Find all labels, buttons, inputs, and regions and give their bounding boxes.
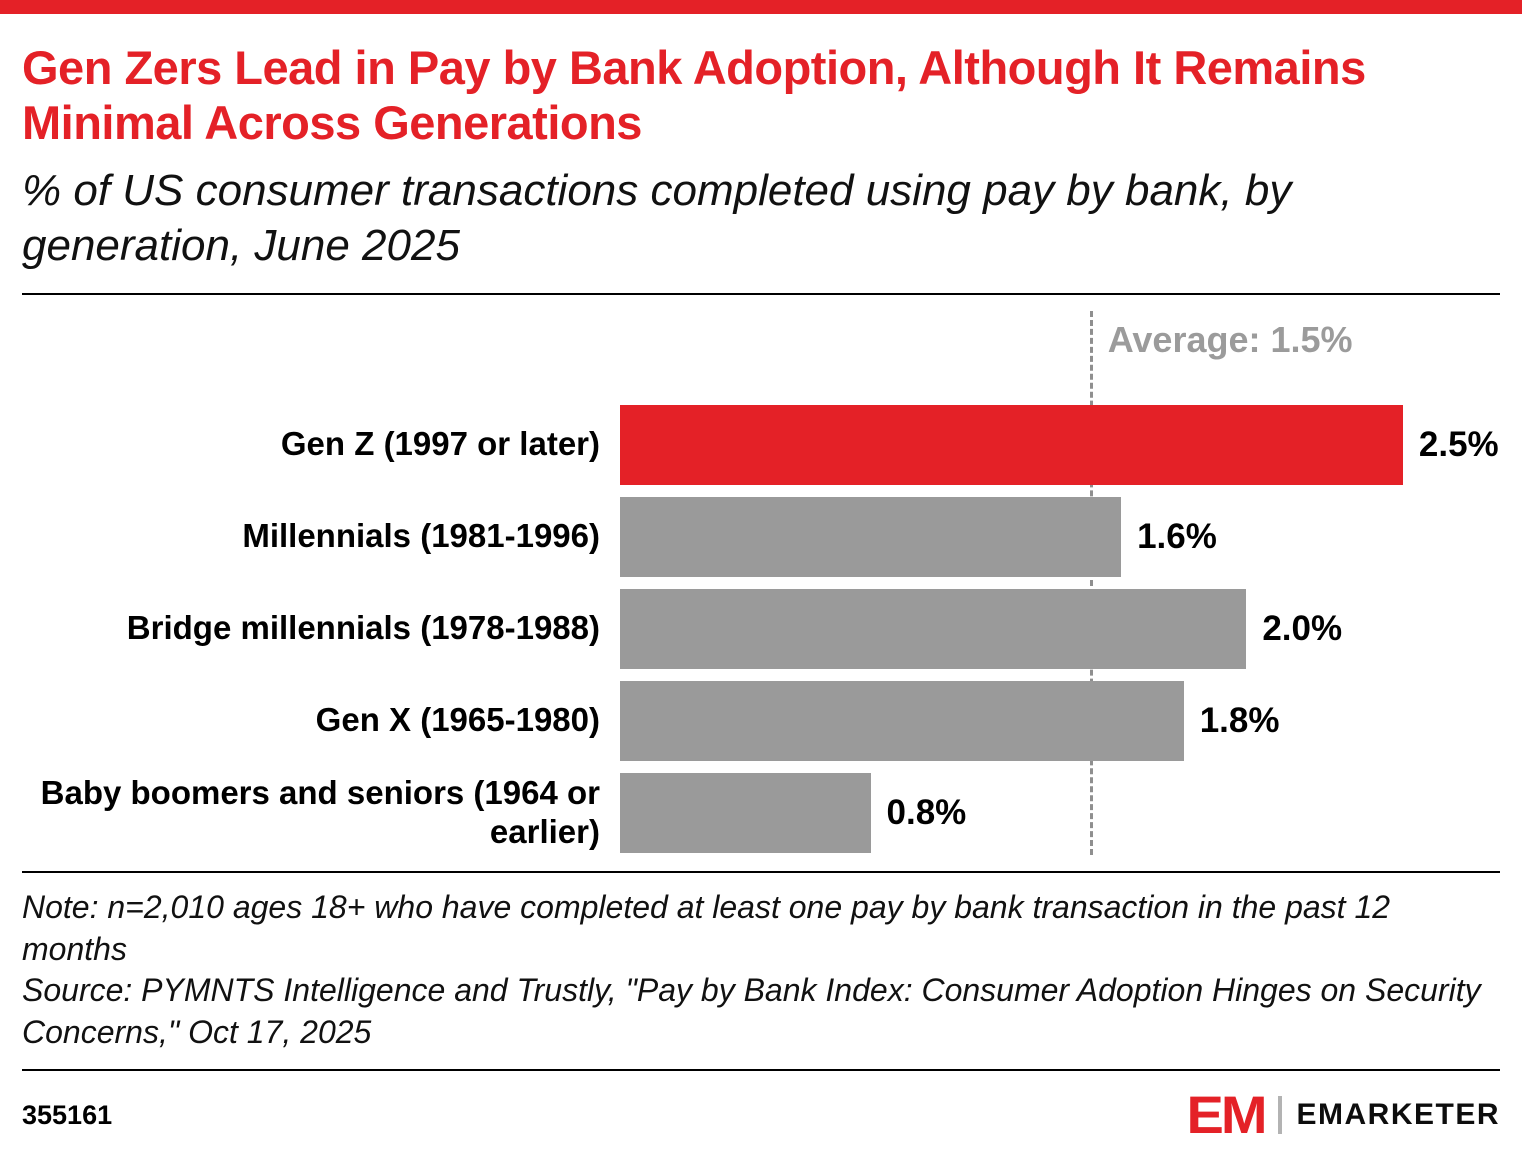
footer: 355161 EM EMARKETER [22, 1071, 1500, 1153]
bar-rows: Gen Z (1997 or later) 2.5% Millennials (… [22, 309, 1500, 853]
value-label: 2.0% [1262, 608, 1343, 648]
bar-zone: 1.6% [620, 496, 1500, 577]
top-accent-stripe [0, 0, 1522, 14]
category-label: Gen Z (1997 or later) [280, 425, 600, 463]
bar [620, 588, 1247, 669]
value-label: 1.8% [1199, 700, 1280, 740]
bar-zone: 0.8% [620, 772, 1500, 853]
emarketer-logo: EM EMARKETER [1186, 1087, 1500, 1143]
chart-title: Gen Zers Lead in Pay by Bank Adoption, A… [22, 41, 1366, 150]
title-divider [22, 292, 1500, 295]
category-label: Baby boomers and seniors (1964 or earlie… [40, 773, 600, 850]
bar [620, 680, 1184, 761]
logo-wordmark: EMARKETER [1296, 1098, 1500, 1132]
chart-id: 355161 [22, 1099, 113, 1130]
bar-row: Gen X (1965-1980) 1.8% [22, 680, 1500, 761]
bar-row: Millennials (1981-1996) 1.6% [22, 496, 1500, 577]
bar-row: Gen Z (1997 or later) 2.5% [22, 404, 1500, 485]
bar [620, 772, 871, 853]
value-label: 1.6% [1137, 516, 1217, 556]
notes-block: Note: n=2,010 ages 18+ who have complete… [22, 873, 1500, 1069]
bar-row: Bridge millennials (1978-1988) 2.0% [22, 588, 1500, 669]
value-label: 2.5% [1418, 424, 1499, 464]
notes-divider [22, 870, 1500, 873]
note-text: Note: n=2,010 ages 18+ who have complete… [22, 888, 1391, 967]
bar-zone: 2.5% [620, 404, 1500, 485]
page-content: Gen Zers Lead in Pay by Bank Adoption, A… [0, 40, 1522, 1153]
category-label: Gen X (1965-1980) [315, 701, 600, 739]
logo-divider [1278, 1096, 1283, 1135]
bar-chart: Average: 1.5% Gen Z (1997 or later) 2.5%… [22, 295, 1500, 871]
value-label: 0.8% [886, 792, 967, 832]
category-label: Millennials (1981-1996) [242, 517, 600, 555]
bar [620, 496, 1122, 577]
footer-divider [22, 1069, 1500, 1072]
category-label: Bridge millennials (1978-1988) [126, 609, 600, 647]
bar [620, 404, 1403, 485]
bar-zone: 1.8% [620, 680, 1500, 761]
chart-subtitle: % of US consumer transactions completed … [22, 165, 1292, 270]
bar-row: Baby boomers and seniors (1964 or earlie… [22, 772, 1500, 853]
bar-zone: 2.0% [620, 588, 1500, 669]
source-text: Source: PYMNTS Intelligence and Trustly,… [22, 972, 1481, 1050]
emarketer-em-mark-icon: EM [1186, 1084, 1267, 1145]
